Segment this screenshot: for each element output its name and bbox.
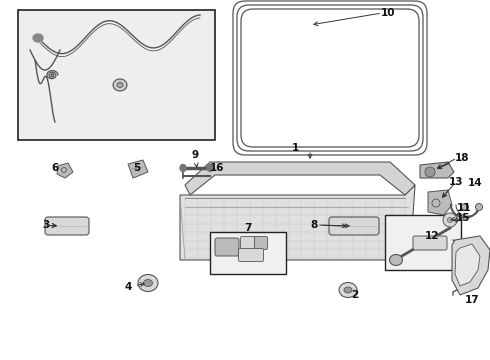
- Text: 11: 11: [457, 203, 471, 213]
- Ellipse shape: [207, 165, 213, 171]
- Text: 10: 10: [381, 8, 395, 18]
- Ellipse shape: [33, 34, 43, 42]
- Ellipse shape: [144, 279, 152, 287]
- Text: 7: 7: [245, 223, 252, 233]
- Text: 14: 14: [467, 178, 482, 188]
- Ellipse shape: [443, 213, 457, 227]
- Polygon shape: [185, 162, 415, 195]
- Polygon shape: [128, 160, 148, 178]
- FancyBboxPatch shape: [254, 237, 268, 249]
- Ellipse shape: [117, 82, 123, 87]
- FancyBboxPatch shape: [215, 238, 239, 256]
- Text: 1: 1: [292, 143, 298, 153]
- Polygon shape: [455, 244, 480, 286]
- Text: 6: 6: [51, 163, 59, 173]
- Bar: [210, 232, 286, 274]
- FancyBboxPatch shape: [45, 217, 89, 235]
- Text: 15: 15: [450, 213, 470, 223]
- Bar: [18, 10, 215, 140]
- Ellipse shape: [475, 203, 483, 211]
- Text: 18: 18: [438, 153, 469, 169]
- Polygon shape: [420, 162, 454, 178]
- FancyBboxPatch shape: [241, 237, 255, 249]
- Ellipse shape: [180, 165, 186, 171]
- Text: 8: 8: [310, 220, 346, 230]
- Ellipse shape: [138, 274, 158, 292]
- Text: 5: 5: [133, 163, 141, 173]
- Ellipse shape: [113, 79, 127, 91]
- Polygon shape: [452, 236, 490, 295]
- Ellipse shape: [462, 203, 468, 211]
- Text: 9: 9: [192, 150, 198, 167]
- Text: 4: 4: [124, 282, 144, 292]
- FancyBboxPatch shape: [239, 248, 264, 261]
- Text: 17: 17: [465, 295, 479, 305]
- FancyBboxPatch shape: [329, 217, 379, 235]
- Text: 13: 13: [442, 177, 463, 197]
- Ellipse shape: [344, 287, 352, 293]
- Ellipse shape: [390, 255, 402, 266]
- Ellipse shape: [339, 283, 357, 297]
- Ellipse shape: [447, 217, 452, 222]
- Ellipse shape: [425, 167, 435, 177]
- Text: 3: 3: [42, 220, 56, 230]
- Polygon shape: [180, 185, 415, 260]
- Text: 12: 12: [425, 231, 439, 241]
- Text: 2: 2: [351, 290, 359, 300]
- Bar: [385, 215, 461, 270]
- Polygon shape: [57, 163, 73, 178]
- FancyBboxPatch shape: [413, 236, 447, 250]
- Text: 16: 16: [210, 163, 224, 173]
- Polygon shape: [428, 190, 452, 215]
